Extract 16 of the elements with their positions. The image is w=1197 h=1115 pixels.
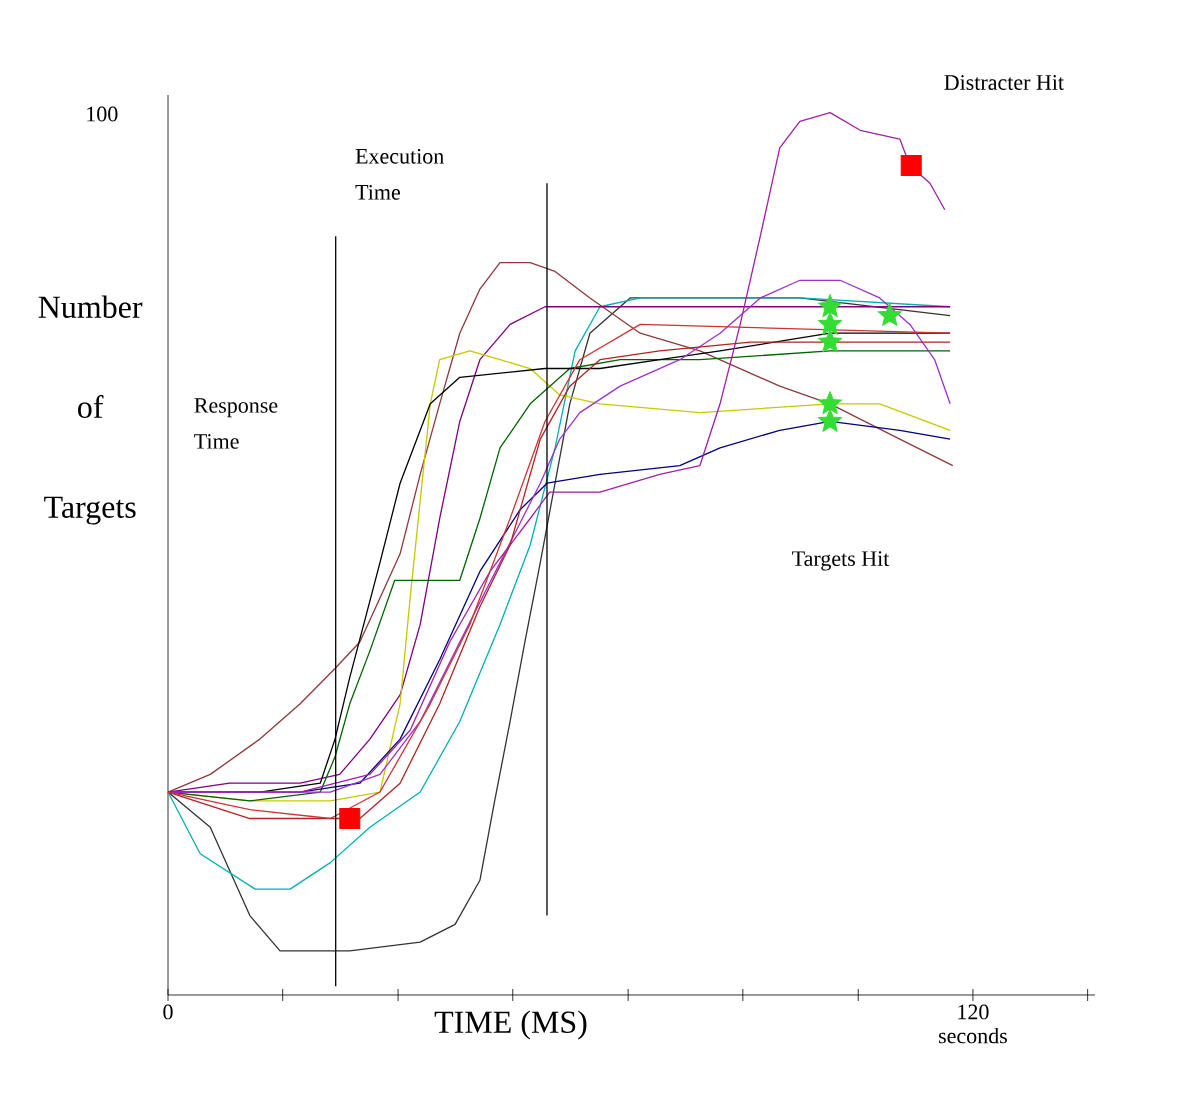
point — [818, 408, 842, 432]
x-tick-label: 0 — [163, 1004, 173, 1020]
x-tick-label: 120 seconds — [939, 1004, 1007, 1044]
annotation: Targets Hit — [792, 551, 890, 571]
point — [818, 329, 842, 353]
point — [877, 303, 902, 326]
annotation: Execution Time — [355, 148, 444, 200]
point — [818, 311, 842, 335]
annotation: Response Time — [194, 398, 278, 449]
point — [818, 294, 842, 317]
point — [339, 808, 361, 830]
point — [818, 391, 842, 415]
text: Distracter Hit — [944, 75, 1064, 90]
text: Number of Targets — [38, 295, 143, 525]
text: 100 — [87, 106, 118, 122]
x-axis-title: TIME (MS) — [434, 1010, 587, 1040]
